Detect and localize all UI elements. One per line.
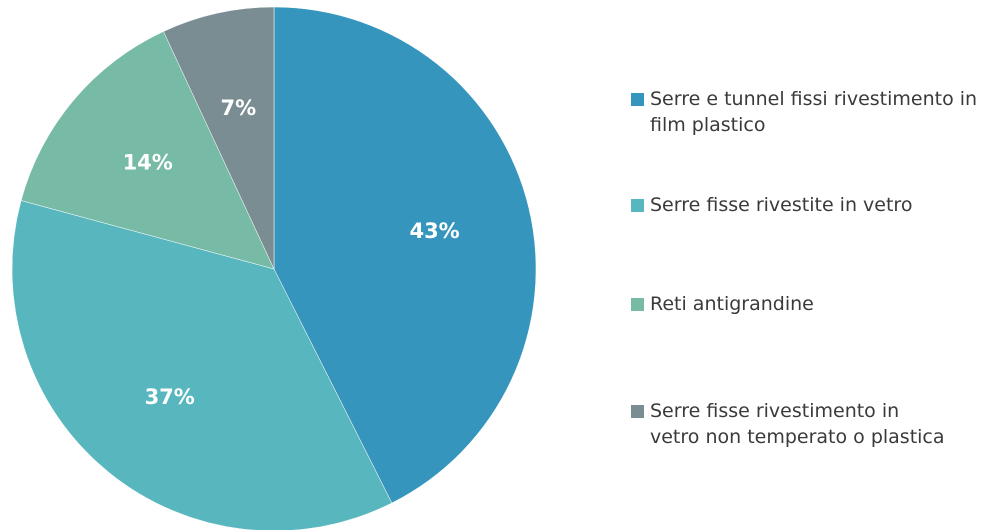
legend-label: Serre fisse rivestite in vetro	[650, 194, 913, 216]
slice-label: 43%	[409, 219, 459, 243]
legend-label: Serre e tunnel fissi rivestimento in fil…	[650, 88, 978, 136]
slice-label: 7%	[220, 96, 256, 120]
legend-item-vetro: Serre fisse rivestite in vetro	[631, 192, 995, 218]
slice-label: 14%	[123, 151, 173, 175]
slice-label: 37%	[145, 385, 195, 409]
legend-item-film-plastico: Serre e tunnel fissi rivestimento in fil…	[631, 86, 995, 138]
legend-label: Reti antigrandine	[650, 293, 814, 315]
legend-item-reti-antigrandine: Reti antigrandine	[631, 291, 995, 317]
slice-reti-antigrandine	[20, 31, 275, 270]
pie-slices	[11, 6, 537, 530]
legend-swatch	[631, 298, 644, 311]
pie-slice-labels: 43% 37% 14% 7%	[123, 96, 460, 409]
slice-vetro	[11, 200, 393, 530]
legend-item-vetro-non-temperato: Serre fisse rivestimento in vetro non te…	[631, 398, 950, 450]
legend-swatch	[631, 199, 644, 212]
legend-swatch	[631, 93, 644, 106]
legend-label: Serre fisse rivestimento in vetro non te…	[650, 400, 945, 448]
slice-film-plastico	[273, 6, 537, 504]
slice-vetro-non-temperato	[163, 6, 275, 270]
legend-swatch	[631, 405, 644, 418]
